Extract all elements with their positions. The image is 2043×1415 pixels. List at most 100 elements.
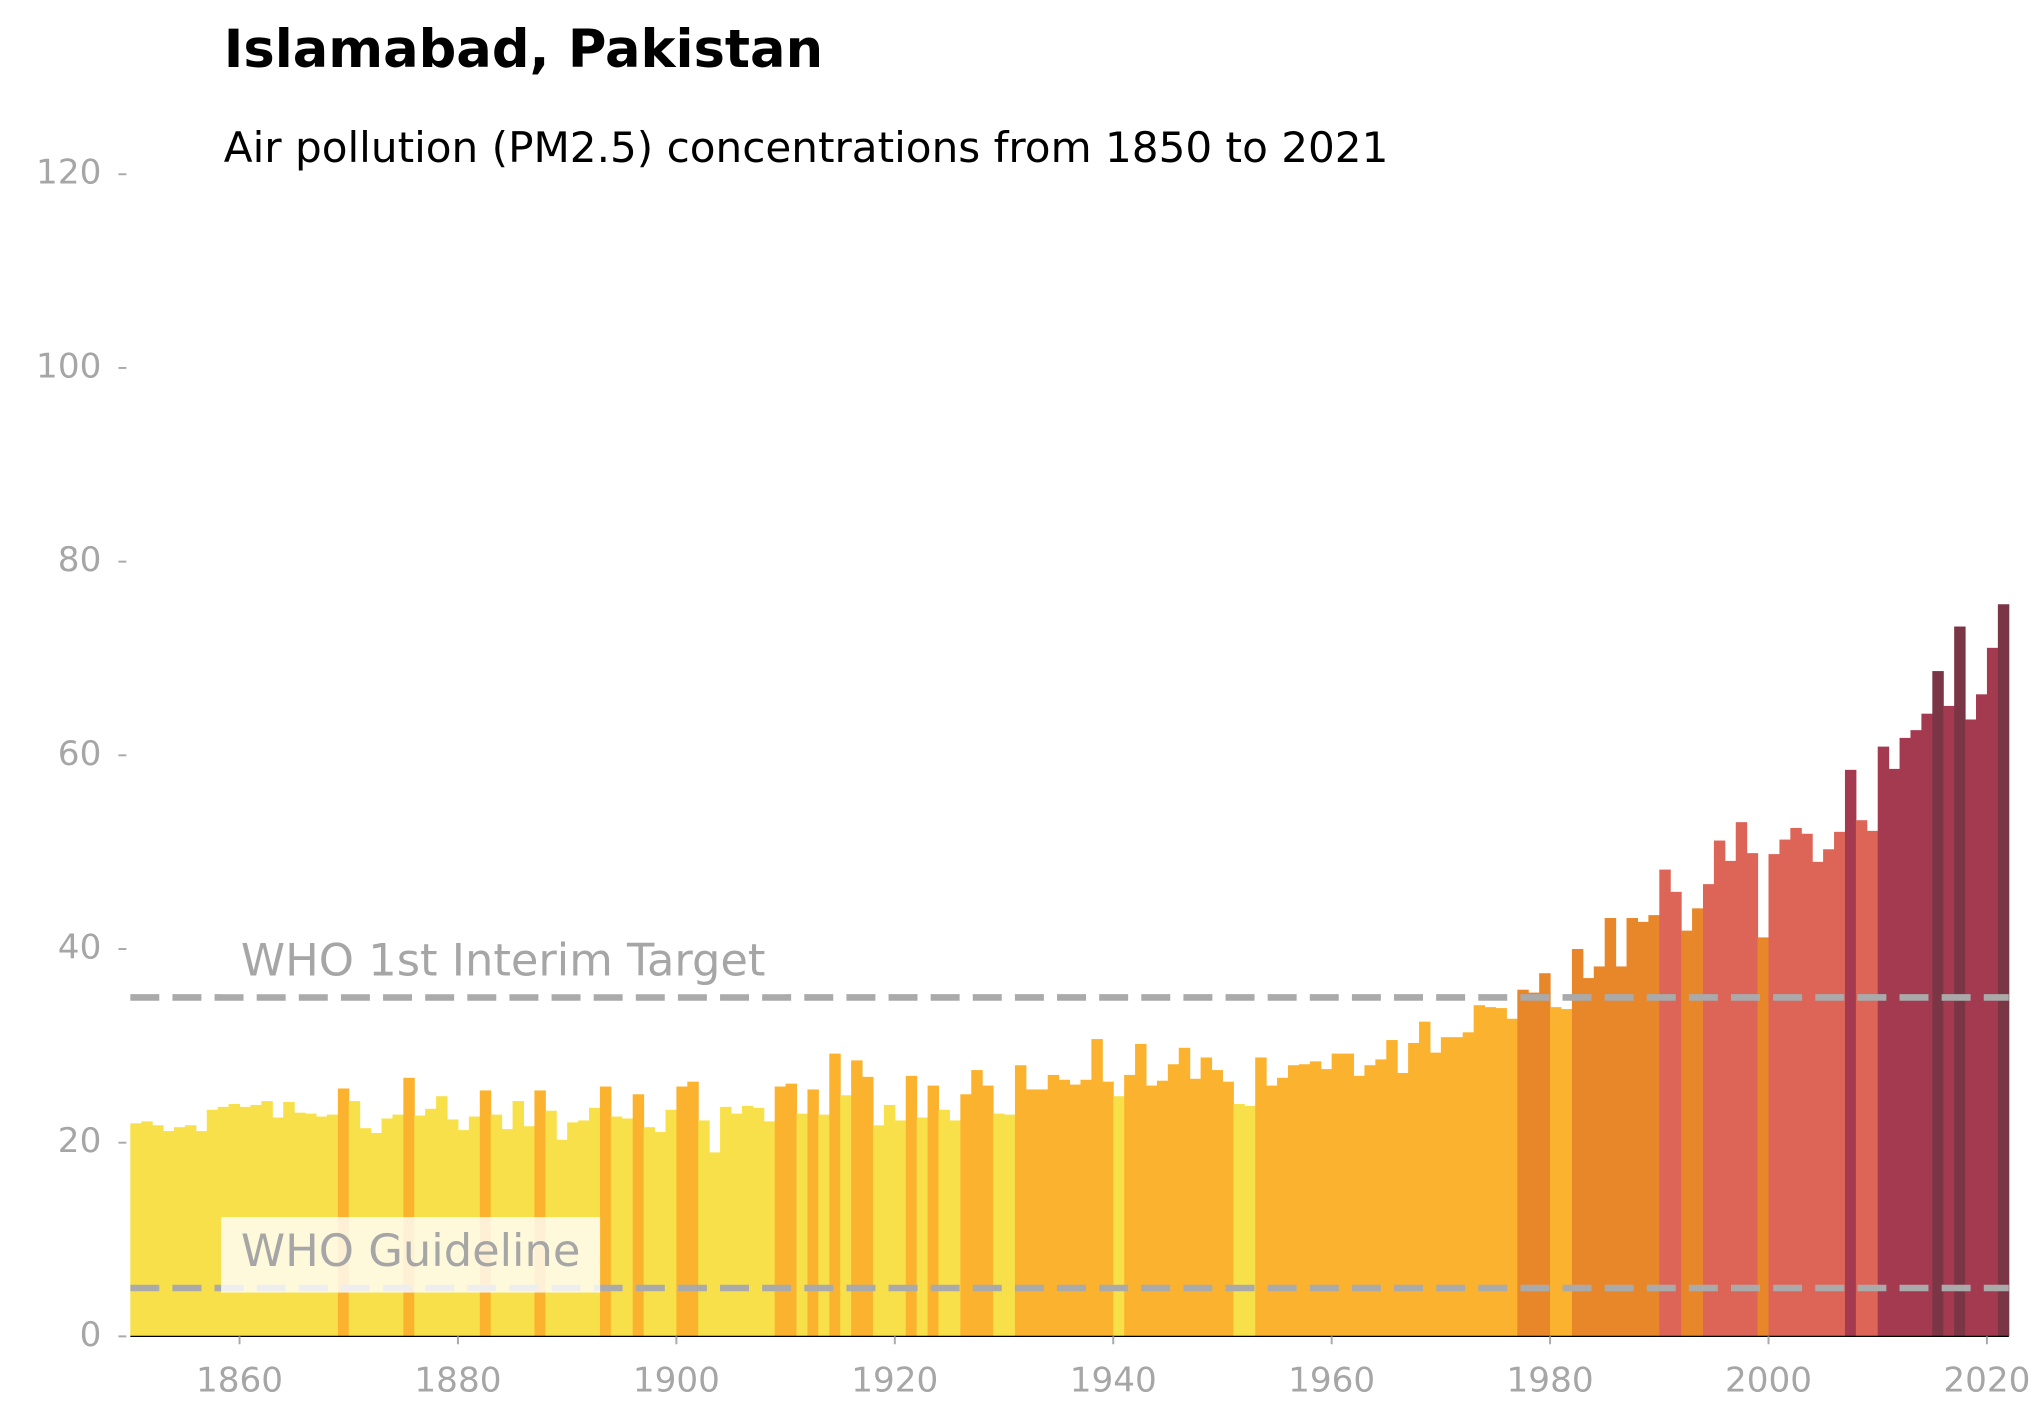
reference-label: WHO Guideline xyxy=(241,1225,580,1277)
bar xyxy=(829,1053,841,1337)
bar xyxy=(982,1085,994,1337)
bar xyxy=(818,1114,830,1337)
bar xyxy=(1539,973,1551,1337)
bar xyxy=(665,1109,677,1337)
bar xyxy=(1855,820,1868,1337)
bar xyxy=(1997,604,2010,1337)
bar xyxy=(752,1107,765,1337)
x-tick-label: 1880 xyxy=(414,1361,501,1401)
bar xyxy=(1047,1074,1060,1337)
bar xyxy=(709,1152,721,1337)
bar xyxy=(1408,1042,1420,1337)
bar xyxy=(1014,1065,1027,1337)
y-tick-label: 80 xyxy=(58,540,102,580)
bar xyxy=(1429,1052,1442,1337)
x-tick-label: 2020 xyxy=(1943,1361,2030,1401)
bar xyxy=(774,1086,787,1337)
bar xyxy=(599,1086,612,1337)
bar xyxy=(1244,1105,1256,1337)
y-tick-label: 40 xyxy=(58,928,102,968)
bar xyxy=(894,1120,907,1337)
bar xyxy=(1233,1103,1245,1337)
x-tick-label: 1900 xyxy=(633,1361,720,1401)
bar xyxy=(1419,1021,1431,1337)
bar xyxy=(1866,830,1879,1337)
bar xyxy=(949,1120,961,1337)
bar xyxy=(1986,647,1999,1337)
bar xyxy=(1812,861,1824,1337)
bar xyxy=(960,1094,972,1337)
bar xyxy=(1124,1074,1136,1337)
bar xyxy=(130,1123,142,1337)
bar xyxy=(1004,1114,1016,1337)
bar xyxy=(862,1076,874,1337)
bar xyxy=(1255,1057,1267,1337)
bar xyxy=(785,1083,798,1337)
bar xyxy=(1287,1065,1300,1337)
x-tick-label: 2000 xyxy=(1725,1361,1812,1401)
bar xyxy=(1145,1085,1158,1337)
chart-title: Islamabad, Pakistan xyxy=(224,19,823,80)
bar xyxy=(905,1075,918,1337)
bar xyxy=(1724,860,1737,1337)
bar xyxy=(610,1116,623,1337)
label-box xyxy=(221,926,786,995)
bar xyxy=(1648,915,1660,1337)
bar xyxy=(916,1117,929,1337)
bar xyxy=(1462,1032,1475,1337)
chart-subtitle: Air pollution (PM2.5) concentrations fro… xyxy=(224,123,1389,172)
bar xyxy=(1091,1039,1103,1337)
bar xyxy=(1473,1005,1486,1337)
bar xyxy=(1932,671,1944,1337)
bar xyxy=(1692,908,1704,1337)
bar xyxy=(851,1060,863,1337)
bar xyxy=(403,1077,415,1337)
bar xyxy=(1495,1008,1507,1337)
bar xyxy=(184,1125,197,1337)
bar xyxy=(1331,1053,1344,1337)
bar xyxy=(174,1127,186,1337)
bar xyxy=(1561,1009,1573,1337)
y-tick-label: 60 xyxy=(58,734,102,774)
bar xyxy=(1309,1061,1322,1337)
bar xyxy=(927,1085,940,1337)
y-tick-label: 100 xyxy=(36,346,101,386)
bar xyxy=(643,1127,656,1337)
bar xyxy=(1626,918,1638,1337)
bar xyxy=(632,1094,645,1337)
bar xyxy=(1571,949,1584,1337)
bar xyxy=(741,1105,754,1337)
bar xyxy=(1277,1077,1289,1337)
bar xyxy=(872,1125,885,1337)
bar xyxy=(534,1090,546,1337)
bar xyxy=(1593,966,1606,1337)
bar xyxy=(1943,705,1955,1337)
bar xyxy=(1025,1089,1038,1337)
bar xyxy=(730,1113,743,1337)
bar xyxy=(1790,827,1802,1337)
y-tick-label: 20 xyxy=(58,1121,102,1161)
bar xyxy=(1681,930,1693,1337)
bar xyxy=(1910,730,1922,1337)
bar xyxy=(479,1090,492,1337)
bar xyxy=(1320,1069,1333,1337)
bar xyxy=(1899,737,1912,1337)
bar xyxy=(1768,854,1780,1337)
bar xyxy=(840,1095,852,1337)
x-tick-label: 1960 xyxy=(1288,1361,1375,1401)
bar xyxy=(621,1118,634,1337)
bar xyxy=(1386,1040,1398,1337)
bar xyxy=(1506,1018,1518,1337)
bar xyxy=(1954,626,1966,1337)
bar xyxy=(195,1131,208,1337)
bar xyxy=(1877,746,1890,1337)
bar xyxy=(1582,978,1595,1337)
bar xyxy=(1615,966,1628,1337)
bar xyxy=(1375,1059,1387,1337)
bar xyxy=(1342,1053,1355,1337)
bar xyxy=(1637,921,1649,1337)
bar xyxy=(1702,884,1715,1337)
bar xyxy=(1735,822,1748,1337)
bar xyxy=(1178,1047,1191,1337)
x-tick-label: 1980 xyxy=(1507,1361,1594,1401)
